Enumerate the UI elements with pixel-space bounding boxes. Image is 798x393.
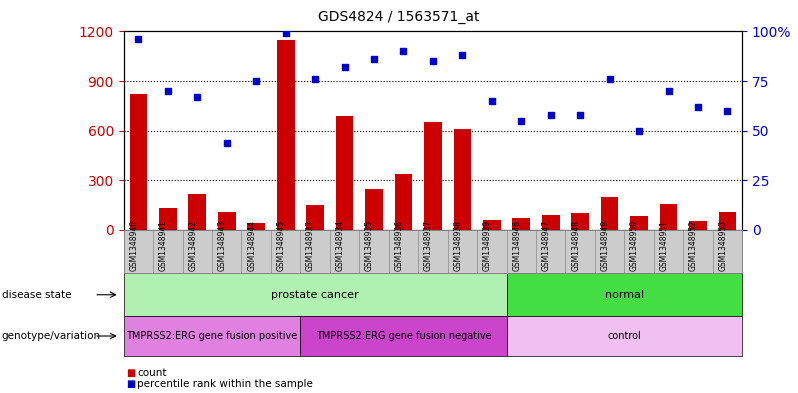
Text: ■: ■ [126,379,136,389]
Point [426,58,439,64]
Bar [365,189,383,230]
Bar [129,94,148,230]
Point [633,127,646,134]
Bar [453,129,471,230]
Bar [601,197,618,230]
Bar [277,40,294,230]
Point [250,78,263,84]
Text: GSM1348953: GSM1348953 [718,220,728,271]
Point [544,112,557,118]
Text: GSM1348947: GSM1348947 [542,220,551,271]
Bar [395,174,413,230]
Point [309,76,322,82]
Point [338,64,351,70]
Text: GSM1348946: GSM1348946 [512,220,521,271]
Text: GSM1348934: GSM1348934 [336,220,345,271]
Text: GSM1348940: GSM1348940 [129,220,138,271]
Point [456,52,468,59]
Text: GDS4824 / 1563571_at: GDS4824 / 1563571_at [318,10,480,24]
Text: disease state: disease state [2,290,71,300]
Text: GSM1348950: GSM1348950 [630,220,639,271]
Text: GSM1348945: GSM1348945 [277,220,286,271]
Text: GSM1348938: GSM1348938 [453,220,462,271]
Point [161,88,174,94]
Point [368,56,381,62]
Text: GSM1348952: GSM1348952 [689,220,698,271]
Text: control: control [607,331,642,341]
Text: GSM1348951: GSM1348951 [659,220,669,271]
Text: count: count [137,367,167,378]
Point [515,118,527,124]
Text: TMPRSS2:ERG gene fusion positive: TMPRSS2:ERG gene fusion positive [126,331,298,341]
Text: GSM1348944: GSM1348944 [247,220,256,271]
Bar [247,223,265,230]
Point [485,98,498,104]
Text: normal: normal [605,290,644,300]
Bar [424,122,442,230]
Text: GSM1348936: GSM1348936 [394,220,404,271]
Bar [218,212,235,230]
Bar [542,215,559,230]
Text: ■: ■ [126,367,136,378]
Text: GSM1348943: GSM1348943 [218,220,227,271]
Bar [336,116,354,230]
Bar [718,212,737,230]
Bar [660,204,678,230]
Text: TMPRSS2:ERG gene fusion negative: TMPRSS2:ERG gene fusion negative [316,331,492,341]
Point [132,36,144,42]
Point [692,104,705,110]
Text: GSM1348949: GSM1348949 [601,220,610,271]
Text: GSM1348941: GSM1348941 [159,220,168,271]
Point [662,88,675,94]
Bar [630,216,648,230]
Text: GSM1348942: GSM1348942 [188,220,197,271]
Text: prostate cancer: prostate cancer [271,290,359,300]
Point [721,108,734,114]
Point [220,140,233,146]
Bar [689,221,707,230]
Point [191,94,203,100]
Text: genotype/variation: genotype/variation [2,331,101,341]
Point [603,76,616,82]
Bar [512,217,530,230]
Bar [571,213,589,230]
Text: percentile rank within the sample: percentile rank within the sample [137,379,313,389]
Point [397,48,410,55]
Point [574,112,587,118]
Text: GSM1348939: GSM1348939 [483,220,492,271]
Bar [306,205,324,230]
Text: GSM1348948: GSM1348948 [571,220,580,271]
Text: GSM1348937: GSM1348937 [424,220,433,271]
Text: GSM1348935: GSM1348935 [365,220,374,271]
Text: GSM1348933: GSM1348933 [306,220,315,271]
Point [279,30,292,37]
Bar [188,193,206,230]
Bar [159,208,176,230]
Bar [483,220,500,230]
